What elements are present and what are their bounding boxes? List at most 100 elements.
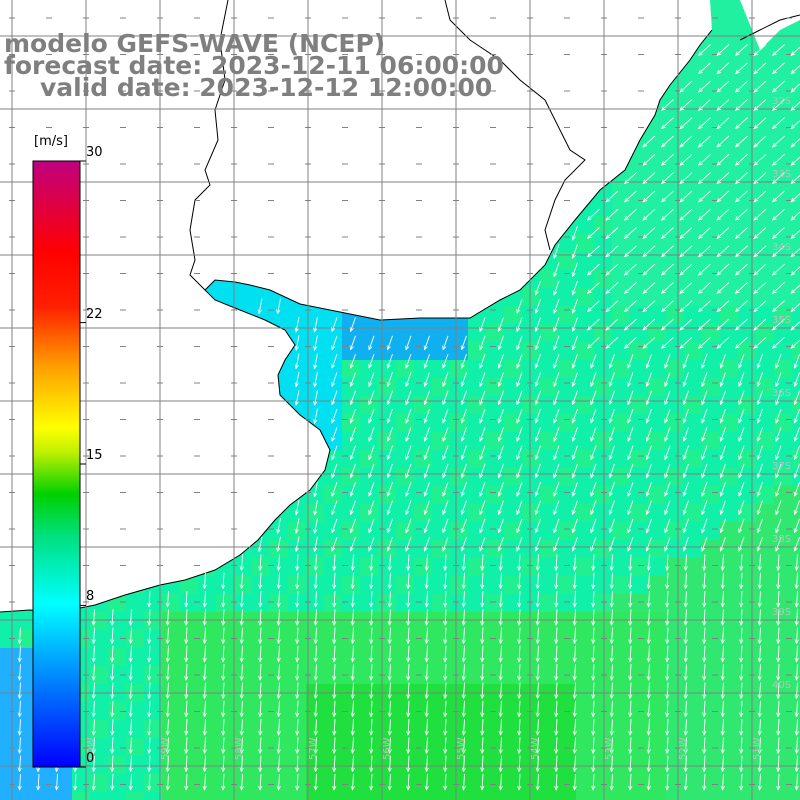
wind-cell — [234, 720, 252, 738]
wind-arrow — [699, 263, 711, 275]
wind-arrow — [680, 80, 693, 92]
wind-arrow — [791, 64, 800, 74]
wind-cell — [414, 504, 432, 522]
wind-cell — [450, 486, 468, 504]
wind-cell — [792, 180, 800, 198]
wind-cell — [648, 594, 666, 612]
wind-cell — [378, 396, 396, 414]
wind-cell — [702, 630, 720, 648]
wind-cell — [486, 414, 504, 432]
wind-cell — [396, 594, 414, 612]
wind-cell — [324, 612, 342, 630]
wind-cell — [612, 198, 630, 216]
wind-arrow — [445, 554, 446, 570]
wind-cell — [684, 450, 702, 468]
wind-arrow — [662, 135, 674, 147]
wind-arrow — [554, 482, 560, 496]
wind-cell — [594, 774, 612, 792]
wind-arrow — [776, 353, 782, 368]
wind-arrow — [351, 390, 356, 405]
wind-cell — [216, 756, 234, 774]
latitude-label: 34S — [772, 242, 791, 253]
wind-cell — [540, 702, 558, 720]
wind-cell — [162, 594, 180, 612]
wind-cell — [414, 792, 432, 800]
wind-arrow — [795, 445, 800, 460]
wind-cell — [630, 414, 648, 432]
wind-arrow — [462, 390, 467, 405]
wind-arrow — [717, 282, 730, 293]
wind-cell — [324, 720, 342, 738]
wind-arrow — [628, 536, 634, 551]
wind-cell — [468, 360, 486, 378]
wind-cell — [702, 396, 720, 414]
wind-cell — [234, 774, 252, 792]
wind-cell — [756, 126, 774, 144]
wind-cell — [720, 360, 738, 378]
wind-cell — [630, 576, 648, 594]
wind-cell — [378, 324, 396, 342]
wind-arrow — [554, 390, 560, 405]
wind-cell — [738, 558, 756, 576]
wind-cell — [396, 720, 414, 738]
wind-arrow — [776, 536, 782, 551]
wind-cell — [378, 504, 396, 522]
wind-arrow — [680, 172, 693, 184]
wind-arrow — [260, 554, 261, 570]
wind-arrow — [610, 500, 615, 515]
wind-cell — [558, 738, 576, 756]
wind-cell — [252, 288, 270, 306]
wind-cell — [432, 576, 450, 594]
wind-arrow — [606, 318, 619, 330]
wind-cell — [540, 378, 558, 396]
wind-cell — [666, 774, 684, 792]
wind-arrow — [536, 427, 541, 441]
wind-cell — [720, 378, 738, 396]
wind-cell — [558, 720, 576, 738]
wind-cell — [360, 666, 378, 684]
wind-cell — [324, 594, 342, 612]
wind-cell — [540, 720, 558, 738]
wind-cell — [540, 396, 558, 414]
wind-cell — [648, 414, 666, 432]
wind-cell — [738, 342, 756, 360]
wind-cell — [360, 396, 378, 414]
wind-cell — [738, 306, 756, 324]
wind-arrow — [588, 336, 600, 348]
wind-cell — [450, 558, 468, 576]
wind-cell — [648, 126, 666, 144]
wind-cell — [774, 720, 792, 738]
wind-arrow — [296, 371, 300, 387]
colorbar-tick-label: 22 — [86, 306, 103, 322]
wind-arrow — [480, 482, 486, 496]
wind-arrow — [536, 372, 541, 386]
wind-arrow — [776, 427, 782, 441]
wind-arrow — [680, 263, 693, 275]
wind-cell — [414, 342, 432, 360]
wind-cell — [360, 324, 378, 342]
wind-arrow — [758, 536, 763, 551]
wind-arrow — [406, 500, 412, 515]
wind-cell — [666, 540, 684, 558]
wind-cell — [702, 522, 720, 540]
wind-arrow — [791, 302, 800, 312]
wind-cell — [630, 360, 648, 378]
wind-arrow — [351, 482, 356, 496]
wind-arrow — [369, 463, 375, 478]
wind-cell — [774, 126, 792, 144]
wind-cell — [360, 756, 378, 774]
wind-cell — [342, 702, 360, 720]
wind-cell — [576, 774, 594, 792]
wind-arrow — [791, 101, 800, 110]
wind-arrow — [425, 463, 430, 478]
wind-cell — [756, 342, 774, 360]
wind-cell — [396, 486, 414, 504]
wind-cell — [306, 324, 324, 342]
wind-cell — [684, 252, 702, 270]
wind-arrow — [758, 353, 763, 368]
wind-arrow — [296, 536, 300, 552]
wind-cell — [756, 702, 774, 720]
wind-cell — [252, 720, 270, 738]
wind-arrow — [791, 83, 800, 92]
wind-arrow — [315, 408, 318, 424]
